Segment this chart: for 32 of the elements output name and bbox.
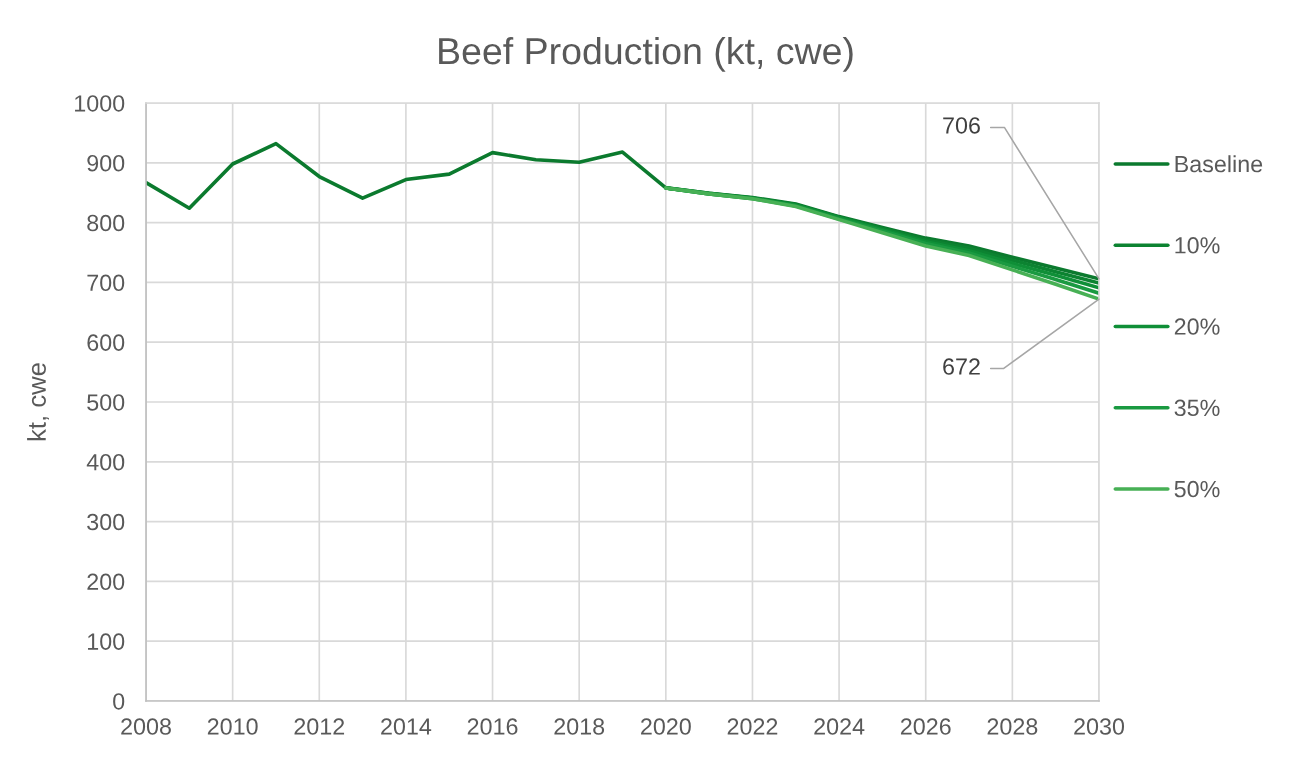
chart-title: Beef Production (kt, cwe) [439,36,853,72]
x-tick-label: 2024 [814,718,865,735]
legend-label: 20% [1174,318,1220,335]
y-tick-label: 700 [87,274,125,292]
x-tick-label: 2020 [641,718,691,735]
x-tick-label: 2026 [900,718,951,735]
x-tick-label: 2014 [381,718,432,735]
x-tick-label: 2030 [1074,718,1125,735]
annotation: 706 [943,117,980,134]
y-tick-label: 500 [87,394,125,411]
x-tick-label: 2018 [554,718,605,735]
x-tick-label: 2008 [121,718,171,735]
y-tick-label: 100 [88,633,125,650]
x-tick-label: 2022 [727,718,778,735]
x-tick-label: 2010 [207,718,258,735]
y-tick-label: 0 [113,693,125,710]
y-tick-label: 800 [87,214,125,232]
legend-label: 35% [1174,399,1220,417]
legend-label: 50% [1174,480,1220,498]
y-tick-label: 400 [86,453,125,471]
x-tick-label: 2028 [987,718,1038,735]
y-tick-label: 900 [87,154,125,172]
annotation: 672 [943,358,980,375]
legend-label: 10% [1175,237,1220,254]
y-tick-label: 200 [87,573,125,591]
legend-label: Baseline [1175,155,1263,173]
x-tick-label: 2016 [467,718,518,735]
y-tick-label: 600 [87,334,125,351]
y-axis-title: kt, cwe [27,363,49,441]
y-tick-label: 1000 [75,95,125,112]
y-tick-label: 300 [87,513,125,531]
x-tick-label: 2012 [294,718,345,735]
